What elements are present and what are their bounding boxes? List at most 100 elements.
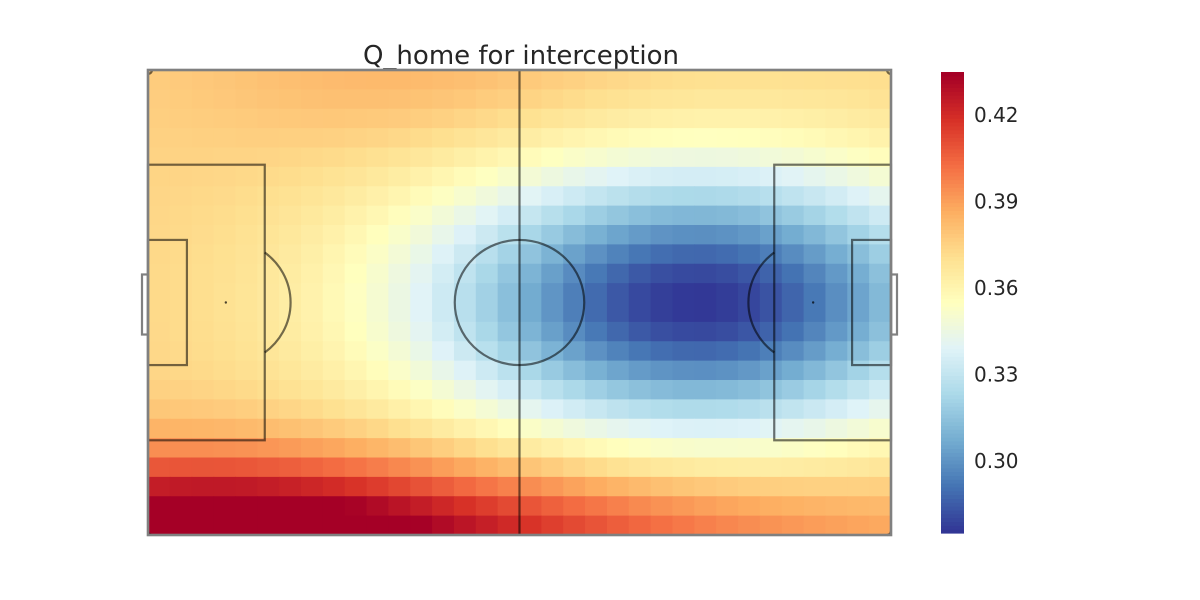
heatmap-cell: [519, 244, 542, 265]
colorbar-segment: [941, 471, 964, 476]
colorbar-segment: [941, 517, 964, 523]
heatmap-cell: [410, 438, 433, 459]
heatmap-cell: [453, 321, 477, 342]
heatmap-cell: [869, 205, 892, 226]
heatmap-cell: [475, 205, 499, 226]
heatmap-cell: [191, 89, 215, 110]
heatmap-cell: [322, 89, 346, 110]
heatmap-cell: [606, 225, 630, 245]
heatmap-cell: [585, 166, 608, 187]
heatmap-cell: [716, 186, 739, 207]
heatmap-cell: [432, 380, 455, 400]
heatmap-cell: [453, 341, 477, 362]
heatmap-cell: [650, 418, 674, 439]
heatmap-cell: [213, 418, 237, 439]
heatmap-cell: [475, 341, 499, 362]
heatmap-cell: [191, 147, 215, 168]
heatmap-cell: [366, 341, 389, 362]
heatmap-cell: [432, 341, 455, 362]
heatmap-cell: [388, 399, 411, 420]
heatmap-cell: [781, 360, 805, 381]
heatmap-cell: [759, 399, 783, 420]
heatmap-cell: [585, 147, 608, 168]
heatmap-cell: [759, 147, 783, 168]
colorbar-segment: [941, 287, 964, 292]
heatmap-cell: [650, 186, 674, 207]
heatmap-cell: [606, 399, 630, 420]
heatmap-cell: [781, 244, 805, 265]
heatmap-cell: [300, 263, 324, 284]
heatmap-cell: [672, 147, 695, 168]
heatmap-cell: [672, 321, 695, 342]
heatmap-cell: [148, 515, 171, 536]
heatmap-cell: [541, 186, 564, 207]
heatmap-cell: [781, 515, 805, 536]
heatmap-cell: [366, 418, 389, 439]
colorbar-segment: [941, 260, 964, 265]
colorbar-segment: [941, 402, 964, 407]
heatmap-cell: [322, 515, 346, 536]
heatmap-cell: [300, 70, 324, 90]
colorbar-segment: [941, 379, 964, 384]
heatmap-cell: [716, 302, 739, 323]
heatmap-cell: [366, 108, 389, 129]
colorbar-segment: [941, 194, 964, 200]
heatmap-cell: [432, 186, 455, 207]
heatmap-cell: [388, 418, 411, 439]
heatmap-cell: [803, 360, 827, 381]
heatmap-cell: [432, 283, 455, 304]
heatmap-cell: [759, 166, 783, 187]
colorbar-segment: [941, 344, 964, 350]
colorbar-segment: [941, 279, 964, 284]
heatmap-cell: [300, 399, 324, 420]
heatmap-cell: [191, 128, 215, 149]
heatmap-cell: [475, 515, 499, 536]
heatmap-cell: [716, 166, 739, 187]
heatmap-cell: [585, 128, 608, 149]
heatmap-cell: [388, 283, 411, 304]
colorbar-segment: [941, 202, 964, 208]
heatmap-cell: [738, 341, 761, 362]
heatmap-cell: [585, 399, 608, 420]
colorbar-segment: [941, 498, 964, 503]
heatmap-cell: [169, 380, 193, 400]
colorbar-segment: [941, 275, 964, 281]
heatmap-cell: [344, 225, 368, 245]
colorbar-segment: [941, 156, 964, 161]
heatmap-cell: [803, 166, 827, 187]
heatmap-cell: [541, 515, 564, 536]
heatmap-cell: [541, 418, 564, 439]
heatmap-cell: [497, 166, 521, 187]
heatmap-cell: [694, 283, 717, 304]
heatmap-cell: [410, 457, 433, 478]
heatmap-cell: [475, 476, 499, 497]
heatmap-cell: [388, 515, 411, 536]
heatmap-cell: [716, 89, 739, 110]
heatmap-cell: [213, 147, 237, 168]
heatmap-cell: [213, 283, 237, 304]
heatmap-cell: [235, 302, 258, 323]
heatmap-cell: [257, 70, 280, 90]
heatmap-cell: [475, 166, 499, 187]
heatmap-cell: [781, 476, 805, 497]
heatmap-cell: [716, 128, 739, 149]
heatmap-cell: [366, 380, 389, 400]
heatmap-cell: [388, 225, 411, 245]
heatmap-cell: [716, 147, 739, 168]
heatmap-cell: [650, 166, 674, 187]
heatmap-cell: [453, 438, 477, 459]
heatmap-cell: [497, 321, 521, 342]
heatmap-cell: [213, 244, 237, 265]
heatmap-cell: [213, 476, 237, 497]
colorbar-segment: [941, 206, 964, 211]
colorbar-segment: [941, 314, 964, 319]
heatmap-cell: [585, 476, 608, 497]
colorbar-segment: [941, 87, 964, 92]
heatmap-cell: [213, 515, 237, 536]
heatmap-cell: [169, 263, 193, 284]
heatmap-cell: [672, 89, 695, 110]
colorbar-segment: [941, 294, 964, 300]
heatmap-cell: [541, 128, 564, 149]
heatmap-cell: [781, 263, 805, 284]
heatmap-cell: [738, 244, 761, 265]
